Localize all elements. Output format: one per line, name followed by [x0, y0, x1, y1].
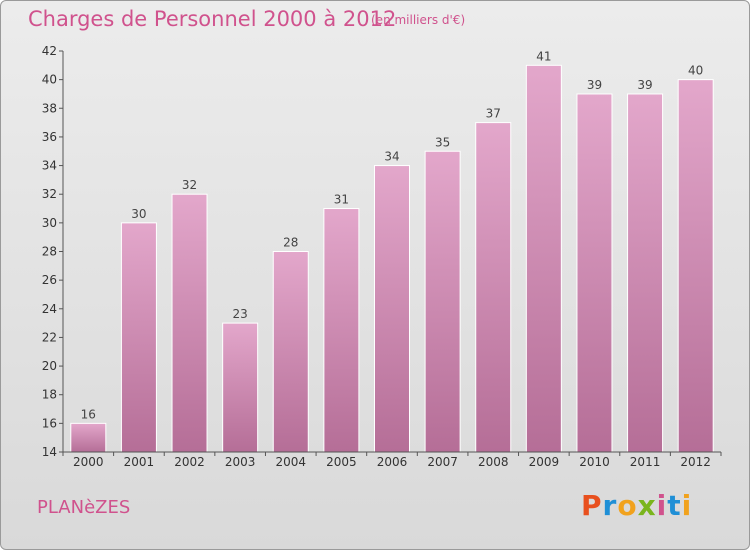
- data-label-2011: 39: [637, 78, 652, 92]
- x-tick-2009: 2009: [529, 455, 560, 469]
- data-label-2006: 34: [384, 150, 399, 164]
- bar-2006: [374, 165, 410, 453]
- y-tick-34: 34: [42, 159, 57, 173]
- logo-letter: i: [681, 489, 693, 522]
- bar-2008: [475, 122, 512, 453]
- logo-letter: r: [602, 489, 618, 522]
- x-tick-2004: 2004: [275, 455, 306, 469]
- logo-letter: t: [667, 489, 682, 522]
- bar-2004: [272, 251, 309, 453]
- y-tick-14: 14: [42, 445, 57, 459]
- x-tick-2011: 2011: [630, 455, 661, 469]
- x-tick-2008: 2008: [478, 455, 509, 469]
- data-label-2009: 41: [536, 49, 551, 63]
- bar-2010: [576, 93, 613, 453]
- bar-2011: [627, 93, 664, 453]
- x-tick-2010: 2010: [579, 455, 610, 469]
- bar-2009: [525, 64, 562, 453]
- bar-2012: [677, 79, 714, 453]
- y-tick-38: 38: [42, 101, 57, 115]
- y-tick-40: 40: [42, 73, 57, 87]
- bar-2007: [424, 150, 461, 453]
- data-label-2008: 37: [486, 107, 501, 121]
- data-label-2003: 23: [233, 307, 248, 321]
- x-tick-2012: 2012: [680, 455, 711, 469]
- y-tick-24: 24: [42, 302, 57, 316]
- data-label-2001: 30: [131, 207, 146, 221]
- y-tick-28: 28: [42, 245, 57, 259]
- y-tick-42: 42: [42, 44, 57, 58]
- data-label-2005: 31: [334, 193, 349, 207]
- chart-title: Charges de Personnel 2000 à 2012: [28, 7, 397, 31]
- y-tick-22: 22: [42, 330, 57, 344]
- y-tick-16: 16: [42, 416, 57, 430]
- y-tick-32: 32: [42, 187, 57, 201]
- chart-subtitle: (en milliers d'€): [371, 13, 466, 27]
- data-label-2000: 16: [81, 407, 96, 421]
- proxiti-logo[interactable]: Proxiti: [581, 489, 692, 522]
- x-tick-2006: 2006: [377, 455, 408, 469]
- x-tick-2005: 2005: [326, 455, 357, 469]
- x-tick-2002: 2002: [174, 455, 205, 469]
- y-tick-18: 18: [42, 388, 57, 402]
- y-tick-20: 20: [42, 359, 57, 373]
- bar-2001: [120, 222, 157, 453]
- logo-letter: o: [617, 489, 638, 522]
- x-tick-2003: 2003: [225, 455, 256, 469]
- logo-letter: x: [637, 489, 657, 522]
- bar-2002: [171, 193, 208, 453]
- place-name: PLANèZES: [37, 497, 131, 518]
- logo-letter: P: [581, 489, 603, 522]
- y-tick-26: 26: [42, 273, 57, 287]
- y-tick-30: 30: [42, 216, 57, 230]
- bar-2005: [323, 208, 360, 453]
- data-label-2012: 40: [688, 64, 703, 78]
- y-tick-36: 36: [42, 130, 57, 144]
- x-tick-2007: 2007: [427, 455, 458, 469]
- data-label-2007: 35: [435, 135, 450, 149]
- data-label-2004: 28: [283, 236, 298, 250]
- bar-2003: [222, 322, 259, 453]
- x-tick-2001: 2001: [124, 455, 155, 469]
- bar-2000: [70, 422, 107, 453]
- data-label-2010: 39: [587, 78, 602, 92]
- logo-letter: i: [656, 489, 668, 522]
- x-tick-2000: 2000: [73, 455, 104, 469]
- data-label-2002: 32: [182, 178, 197, 192]
